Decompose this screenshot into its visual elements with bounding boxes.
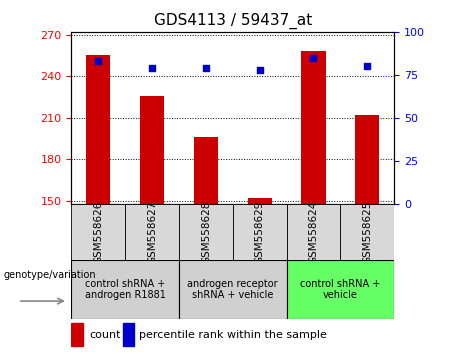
Point	[364, 63, 371, 69]
Point	[95, 58, 102, 64]
Bar	[340, 204, 394, 260]
Text: GSM558628: GSM558628	[201, 200, 211, 264]
Bar	[71, 324, 83, 346]
Bar	[123, 324, 135, 346]
Bar	[287, 204, 340, 260]
Text: GSM558629: GSM558629	[254, 200, 265, 264]
Point	[202, 65, 210, 71]
Bar	[125, 204, 179, 260]
Bar	[355, 115, 379, 204]
Bar	[179, 260, 287, 319]
Bar	[287, 260, 394, 319]
Title: GDS4113 / 59437_at: GDS4113 / 59437_at	[154, 13, 312, 29]
Text: GSM558626: GSM558626	[93, 200, 103, 264]
Text: GSM558625: GSM558625	[362, 200, 372, 264]
Text: genotype/variation: genotype/variation	[4, 270, 96, 280]
Point	[310, 55, 317, 61]
Text: GSM558624: GSM558624	[308, 200, 319, 264]
Bar	[140, 96, 164, 204]
Text: control shRNA +
vehicle: control shRNA + vehicle	[300, 279, 380, 300]
Text: count: count	[89, 330, 121, 339]
Bar	[86, 55, 111, 204]
Bar	[248, 198, 272, 204]
Text: control shRNA +
androgen R1881: control shRNA + androgen R1881	[85, 279, 165, 300]
Bar	[71, 260, 179, 319]
Text: percentile rank within the sample: percentile rank within the sample	[139, 330, 327, 339]
Point	[256, 67, 263, 73]
Text: androgen receptor
shRNA + vehicle: androgen receptor shRNA + vehicle	[188, 279, 278, 300]
Bar	[179, 204, 233, 260]
Text: GSM558627: GSM558627	[147, 200, 157, 264]
Bar	[233, 204, 287, 260]
Point	[148, 65, 156, 71]
Bar	[194, 137, 218, 204]
Bar	[71, 204, 125, 260]
Bar	[301, 51, 325, 204]
